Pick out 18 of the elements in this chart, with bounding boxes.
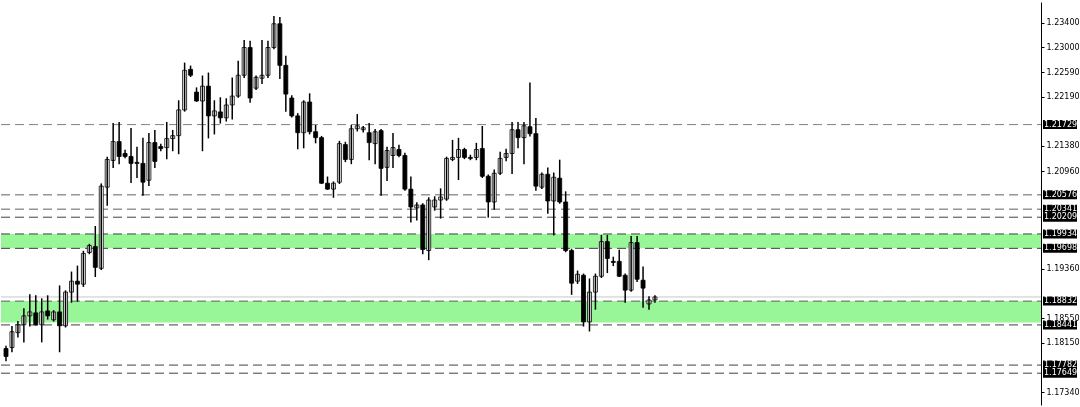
y-tick-label: 1.20960 [1046,166,1080,176]
ref-line-label: 1.17782 [1044,360,1078,370]
y-tick-label: 1.21380 [1046,141,1080,151]
y-tick-label: 1.17340 [1046,387,1080,397]
ref-line-label: 1.20341 [1044,204,1078,214]
y-tick-label: 1.18150 [1046,338,1080,348]
y-tick-label: 1.19360 [1046,264,1080,274]
ref-line-label: 1.19698 [1044,243,1078,253]
ref-line-label: 1.18832 [1044,296,1078,306]
y-tick-label: 1.22190 [1046,92,1080,101]
y-tick-label: 1.23400 [1046,18,1080,28]
ref-line-label: 1.19934 [1044,228,1078,238]
ref-line-label: 1.17649 [1044,368,1078,378]
y-tick-label: 1.22590 [1046,67,1080,77]
y-tick-label: 1.23000 [1046,42,1080,52]
ref-line-label: 1.20209 [1044,212,1078,222]
ref-line-label: 1.21729 [1044,119,1078,129]
ref-line-label: 1.20576 [1044,189,1078,199]
